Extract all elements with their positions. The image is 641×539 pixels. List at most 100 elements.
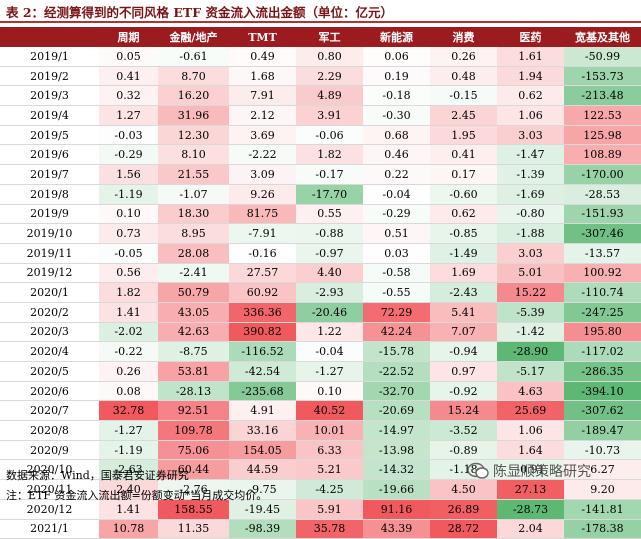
table-row: 2019/8 -1.19 -1.07 9.26 -17.70 -0.04 -0.60 -1.6… [0,184,641,205]
row-date: 2020/4 [0,341,99,362]
flow-cell: 0.22 [363,164,430,185]
flow-cell: -19.66 [363,479,430,500]
flow-cell: -0.80 [497,204,564,225]
flow-cell: -13.98 [363,440,430,461]
flow-cell: 1.56 [99,164,158,185]
flow-cell: 6.27 [564,459,641,481]
flow-cell: -151.93 [564,204,641,225]
row-date: 2020/5 [0,361,99,382]
flow-cell: -1.27 [296,361,363,382]
row-date: 2019/8 [0,184,99,205]
flow-cell: -307.46 [564,223,641,244]
flow-cell: 43.05 [158,302,229,323]
flow-cell: -28.73 [497,499,564,520]
flow-cell: -10.73 [564,440,641,461]
flow-cell: -213.48 [564,85,641,107]
flow-cell: -0.94 [430,341,497,362]
flow-cell: -0.97 [296,243,363,264]
flow-cell: -0.17 [296,164,363,185]
flow-cell: -0.89 [430,440,497,461]
flow-cell: 3.69 [229,125,296,146]
table-row: 2019/7 1.56 21.55 3.09 -0.17 0.22 0.17 -1.39 -17… [0,164,641,185]
flow-cell: -0.18 [363,85,430,107]
flow-cell: 336.36 [229,302,296,323]
flow-cell: -0.29 [363,204,430,225]
flow-cell: 72.29 [363,302,430,323]
flow-cell: 4.40 [296,263,363,284]
flow-cell: 125.98 [564,125,641,146]
flow-cell: 28.72 [430,519,497,539]
flow-cell: 1.06 [497,105,564,126]
table-row: 2019/4 1.27 31.96 2.12 3.91 -0.30 2.45 1.06 122.… [0,105,641,126]
flow-cell: 122.53 [564,105,641,126]
flow-cell: 16.20 [158,85,229,107]
wechat-icon [467,462,489,479]
flow-cell: -20.69 [363,400,430,422]
flow-cell: 4.63 [497,381,564,402]
flow-cell: 0.08 [99,381,158,402]
flow-cell: -170.00 [564,164,641,185]
flow-cell: -307.62 [564,400,641,422]
flow-cell: 6.33 [296,440,363,461]
flow-cell: -14.32 [363,459,430,481]
table-row: 2020/6 0.08 -28.13 -235.68 0.10 -32.70 -0.92 4.… [0,381,641,402]
table-row: 2019/11 -0.05 28.08 -0.16 -0.97 0.03 -1.49 3.03… [0,243,641,264]
flow-cell: -247.25 [564,302,641,323]
flow-cell: 1.68 [229,66,296,87]
flow-cell: -178.38 [564,519,641,539]
flow-cell: 15.22 [497,282,564,303]
flow-cell: 109.78 [158,420,229,441]
header-col-2: 金融/地产 [158,27,229,47]
row-date: 2020/2 [0,302,99,323]
flow-cell: 0.26 [430,47,497,67]
flow-cell: -2.93 [296,282,363,303]
table-row: 2019/6 -0.29 8.10 -2.22 1.82 0.46 0.41 -1.47 108… [0,144,641,166]
flow-cell: 91.16 [363,499,430,520]
flow-cell: 1.64 [497,440,564,461]
header-row: 周期 金融/地产 TMT 军工 新能源 消费 医药 宽基及其他 [0,27,641,47]
flow-cell: -0.91 [497,459,564,481]
flow-cell: -42.54 [229,361,296,382]
flow-cell: 53.81 [158,361,229,382]
flow-cell: 0.10 [296,381,363,402]
flow-cell: -7.91 [229,223,296,244]
flow-cell: 1.69 [430,263,497,284]
flow-cell: -28.53 [564,184,641,205]
flow-cell: -17.70 [296,184,363,205]
top-rule [0,21,641,23]
flow-cell: 3.03 [497,125,564,146]
flow-cell: 1.61 [497,47,564,67]
flow-cell: 5.41 [430,302,497,323]
flow-cell: -235.68 [229,381,296,402]
flow-cell: -2.43 [430,282,497,303]
flow-cell: -32.70 [363,381,430,402]
table-row: 2020/2 1.41 43.05 336.36 -20.46 72.29 5.41 -5.3… [0,302,641,323]
flow-cell: 5.21 [296,459,363,481]
table-row: 2020/5 0.26 53.81 -42.54 -1.27 -22.52 0.97 -5.1… [0,361,641,382]
flow-cell: 12.30 [158,125,229,146]
header-col-8: 宽基及其他 [564,27,641,47]
flow-cell: 5.01 [497,263,564,284]
flow-cell: -20.46 [296,302,363,323]
flow-cell: -13.57 [564,243,641,264]
row-date: 2019/4 [0,105,99,126]
flow-cell: 27.57 [229,263,296,284]
flow-cell: 0.26 [99,361,158,382]
flow-cell: -153.73 [564,66,641,87]
flow-cell: 4.89 [296,85,363,107]
flow-cell: -15.78 [363,341,430,362]
flow-cell: 28.08 [158,243,229,264]
row-date: 2019/7 [0,164,99,185]
flow-cell: -2.02 [99,322,158,343]
flow-cell: -0.55 [363,282,430,303]
flow-cell: -1.19 [99,184,158,205]
table-row: 2021/1 10.78 11.35 -98.39 35.78 43.39 28.72 2.0… [0,519,641,539]
flow-cell: 3.03 [497,243,564,264]
flow-cell: 0.97 [430,361,497,382]
flow-cell: 44.59 [229,459,296,481]
flow-cell: 92.51 [158,400,229,422]
flow-cell: -286.35 [564,361,641,382]
flow-cell: 0.03 [363,243,430,264]
flow-cell: -1.39 [497,164,564,185]
flow-cell: 60.44 [158,459,229,481]
